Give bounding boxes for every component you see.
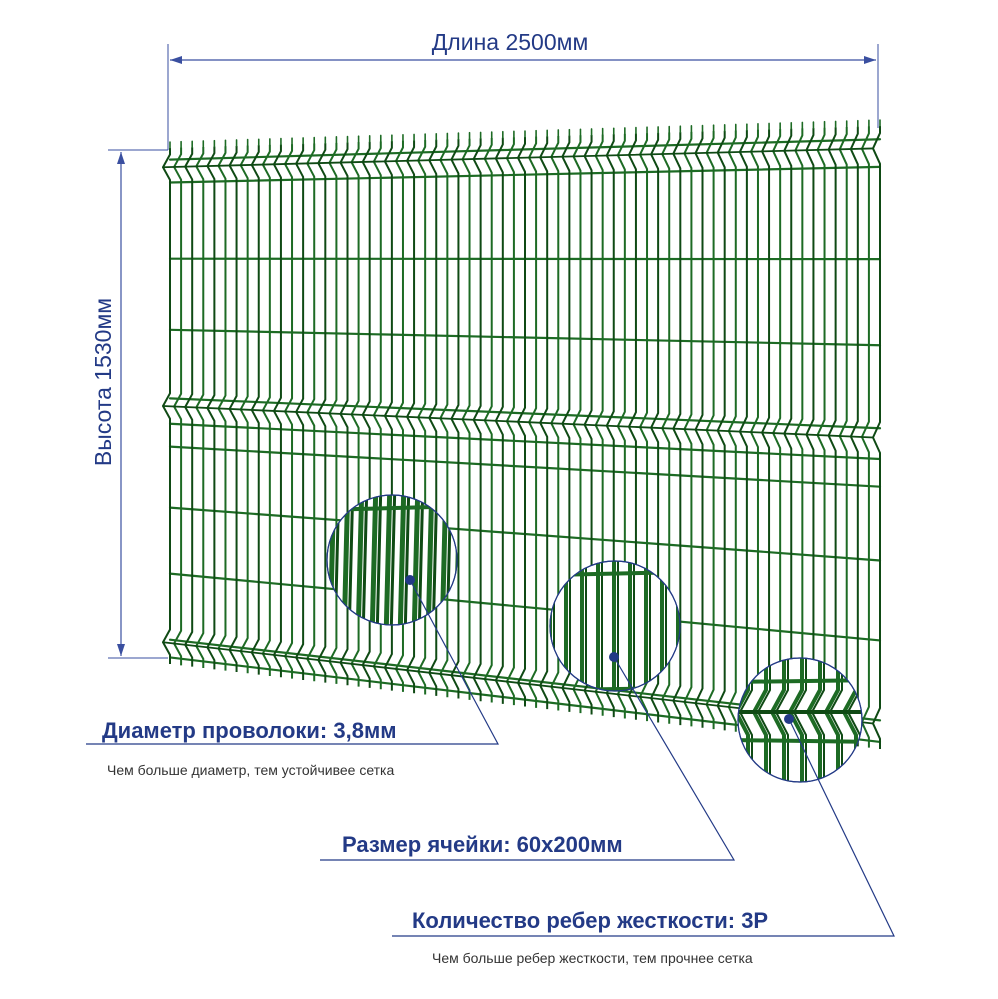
ribs-count-note: Чем больше ребер жесткости, тем прочнее … — [432, 950, 753, 966]
wire-diameter-note: Чем больше диаметр, тем устойчивее сетка — [107, 762, 394, 778]
wire-diameter-title: Диаметр проволоки: 3,8мм — [102, 718, 397, 743]
height-label: Высота 1530мм — [90, 298, 116, 466]
length-label: Длина 2500мм — [432, 29, 589, 55]
fence-panel — [162, 119, 882, 749]
length-dimension: Длина 2500мм — [167, 29, 879, 150]
magnifier-ribs — [737, 657, 863, 783]
callout-leaders — [86, 579, 895, 937]
height-dimension: Высота 1530мм — [90, 149, 168, 659]
cell-size-title: Размер ячейки: 60х200мм — [342, 832, 623, 857]
ribs-count-title: Количество ребер жесткости: 3Р — [412, 908, 768, 933]
